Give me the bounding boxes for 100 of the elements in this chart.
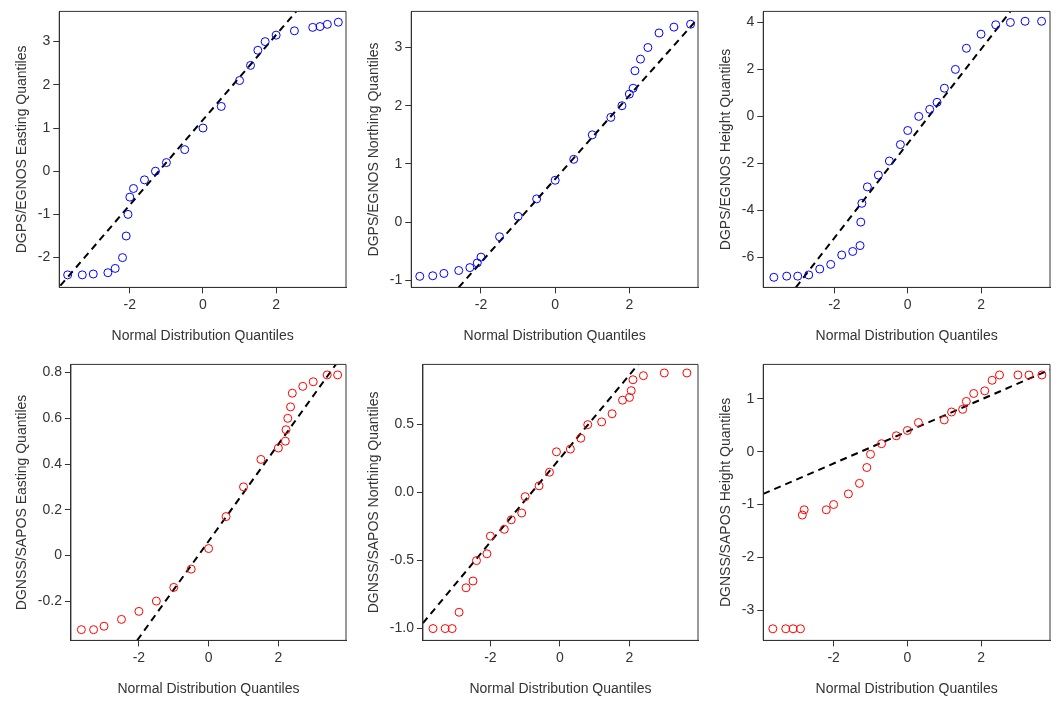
y-tick-label: -2	[741, 548, 755, 565]
point	[520, 492, 530, 502]
point	[866, 449, 875, 459]
point	[198, 123, 208, 133]
point	[150, 166, 160, 176]
point	[991, 20, 1001, 30]
point	[976, 29, 986, 39]
point	[63, 270, 73, 280]
point	[895, 140, 905, 150]
y-tick-label: 0.2	[42, 500, 63, 517]
point	[281, 425, 291, 435]
x-tick-label: 0	[204, 648, 213, 665]
point	[471, 556, 481, 566]
point	[682, 368, 692, 378]
point	[583, 420, 593, 430]
y-axis-title: DGNSS/SAPOS Height Quantiles	[717, 397, 734, 608]
point	[843, 489, 853, 499]
x-tick-label: -2	[474, 295, 488, 312]
point	[854, 478, 864, 488]
x-tick-label: -2	[132, 648, 146, 665]
point	[799, 505, 809, 515]
point	[587, 130, 597, 140]
y-tick-label: -1	[389, 271, 403, 288]
point	[1013, 370, 1023, 380]
y-axis-title: DGNSS/SAPOS Easting Quantiles	[13, 394, 30, 611]
point	[88, 269, 98, 279]
x-tick-label: 2	[272, 295, 281, 312]
point	[891, 431, 901, 441]
y-tick-label: -6	[741, 248, 755, 265]
y-tick-label: 3	[394, 38, 403, 55]
y-tick-label: -1	[741, 495, 755, 512]
point	[454, 266, 464, 276]
point	[958, 404, 968, 414]
point	[534, 481, 544, 491]
point	[877, 439, 887, 449]
point	[273, 443, 283, 453]
point	[1005, 17, 1015, 27]
point	[271, 30, 281, 40]
point	[308, 22, 318, 32]
x-tick-label: -2	[827, 648, 841, 665]
point	[77, 270, 87, 280]
x-tick-label: -2	[484, 648, 497, 665]
point	[607, 409, 617, 419]
y-tick-label: -2	[741, 154, 755, 171]
point	[129, 183, 138, 193]
point	[532, 194, 542, 204]
point	[643, 43, 653, 52]
point	[253, 45, 263, 55]
y-tick-label: 3	[42, 32, 51, 49]
point	[1037, 16, 1047, 26]
point	[848, 246, 858, 256]
point	[862, 182, 872, 192]
point	[545, 467, 555, 477]
point	[903, 125, 913, 135]
point	[686, 19, 696, 29]
y-tick-label: -3	[741, 601, 755, 618]
point	[939, 415, 949, 425]
point	[121, 231, 131, 241]
y-tick-label: 2	[42, 75, 51, 92]
point	[123, 209, 133, 219]
y-tick-label: 2	[394, 96, 403, 113]
point	[465, 263, 475, 273]
point	[855, 241, 865, 251]
point	[428, 624, 438, 634]
point	[221, 512, 231, 522]
point	[821, 505, 831, 515]
point	[415, 271, 425, 281]
point	[280, 436, 290, 446]
point	[815, 264, 825, 274]
point	[617, 101, 627, 111]
y-axis-title: DGNSS/SAPOS Northing Quantiles	[365, 391, 382, 614]
x-axis-title: Normal Distribution Quantiles	[815, 327, 998, 344]
point	[618, 395, 628, 405]
point	[1024, 370, 1034, 380]
y-tick-label: -4	[741, 201, 755, 218]
point	[980, 386, 990, 396]
point	[857, 198, 867, 208]
point	[186, 564, 196, 574]
x-tick-label: 0	[903, 648, 912, 665]
point	[322, 19, 332, 29]
x-tick-label: 0	[551, 295, 560, 312]
point	[440, 624, 450, 634]
point	[932, 97, 942, 107]
point	[439, 268, 449, 278]
point	[246, 60, 256, 70]
point	[322, 370, 332, 380]
point	[630, 66, 640, 76]
point	[565, 444, 575, 454]
point	[315, 22, 325, 32]
point	[428, 271, 438, 281]
y-tick-label: 0.0	[394, 483, 415, 500]
point	[669, 22, 679, 32]
point	[151, 596, 161, 606]
point	[654, 28, 664, 38]
point	[626, 386, 636, 396]
point	[768, 624, 778, 634]
point	[884, 156, 894, 166]
point	[829, 500, 839, 510]
x-tick-label: 2	[625, 648, 634, 665]
point	[597, 417, 607, 427]
